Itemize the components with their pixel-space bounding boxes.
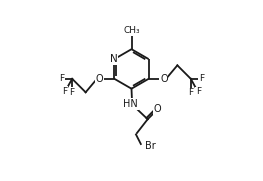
Text: F: F [196,87,201,96]
Text: CH₃: CH₃ [123,26,140,35]
Text: O: O [95,74,103,84]
Text: O: O [154,104,161,114]
Text: F: F [188,88,193,97]
Text: F: F [199,74,204,83]
Text: O: O [160,74,168,84]
Text: F: F [62,87,67,96]
Text: F: F [70,88,75,97]
Text: HN: HN [123,99,138,109]
Text: F: F [59,74,64,83]
Text: Br: Br [145,141,156,151]
Text: N: N [110,54,117,64]
